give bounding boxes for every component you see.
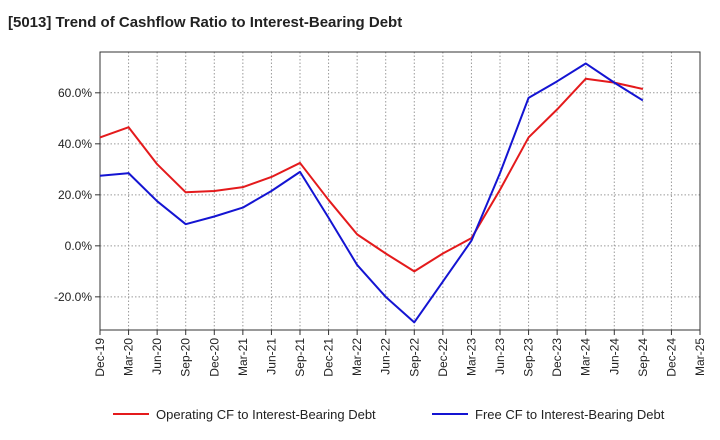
- legend-label: Operating CF to Interest-Bearing Debt: [156, 407, 376, 422]
- legend: Operating CF to Interest-Bearing Debt Fre…: [113, 407, 665, 422]
- x-tick-label: Mar-23: [464, 338, 478, 376]
- legend-item: Free CF to Interest-Bearing Debt: [432, 407, 665, 422]
- x-tick-label: Jun-22: [379, 338, 393, 375]
- x-tick-label: Jun-24: [607, 338, 621, 375]
- plot-frame: [99, 51, 701, 331]
- x-tick-label: Mar-25: [693, 338, 707, 376]
- legend-item: Operating CF to Interest-Bearing Debt: [113, 407, 376, 422]
- x-tick-label: Dec-21: [322, 338, 336, 377]
- chart-title: [5013] Trend of Cashflow Ratio to Intere…: [8, 14, 403, 31]
- x-tick-label: Mar-20: [122, 338, 136, 376]
- x-tick-label: Mar-22: [350, 338, 364, 376]
- legend-label: Free CF to Interest-Bearing Debt: [475, 407, 665, 422]
- x-tick-label: Jun-20: [150, 338, 164, 375]
- x-tick-label: Jun-23: [493, 338, 507, 375]
- y-tick-label: 60.0%: [58, 86, 92, 100]
- y-tick-label: -20.0%: [54, 290, 92, 304]
- y-tick-label: 20.0%: [58, 188, 92, 202]
- x-tick-label: Sep-23: [522, 338, 536, 377]
- grid: [99, 52, 701, 330]
- x-tick-label: Dec-24: [664, 338, 678, 377]
- x-tick-label: Jun-21: [264, 338, 278, 375]
- x-tick-label: Sep-24: [636, 338, 650, 377]
- y-tick-label: 0.0%: [65, 239, 93, 253]
- y-tick-label: 40.0%: [58, 137, 92, 151]
- axes: -20.0% 0.0% 20.0% 40.0% 60.0% Dec-19 Mar-20 Jun…: [54, 51, 707, 377]
- x-tick-label: Mar-24: [579, 338, 593, 376]
- series-line-operating-cf: [99, 77, 644, 273]
- x-tick-label: Dec-23: [550, 338, 564, 377]
- x-tick-label: Sep-20: [179, 338, 193, 377]
- x-tick-label: Dec-22: [436, 338, 450, 377]
- x-tick-label: Sep-21: [293, 338, 307, 377]
- x-tick-label: Mar-21: [236, 338, 250, 376]
- x-tick-label: Sep-22: [407, 338, 421, 377]
- x-tick-label: Dec-20: [207, 338, 221, 377]
- x-tick-label: Dec-19: [93, 338, 107, 377]
- series-line-free-cf: [99, 62, 644, 324]
- series-lines: [99, 62, 644, 324]
